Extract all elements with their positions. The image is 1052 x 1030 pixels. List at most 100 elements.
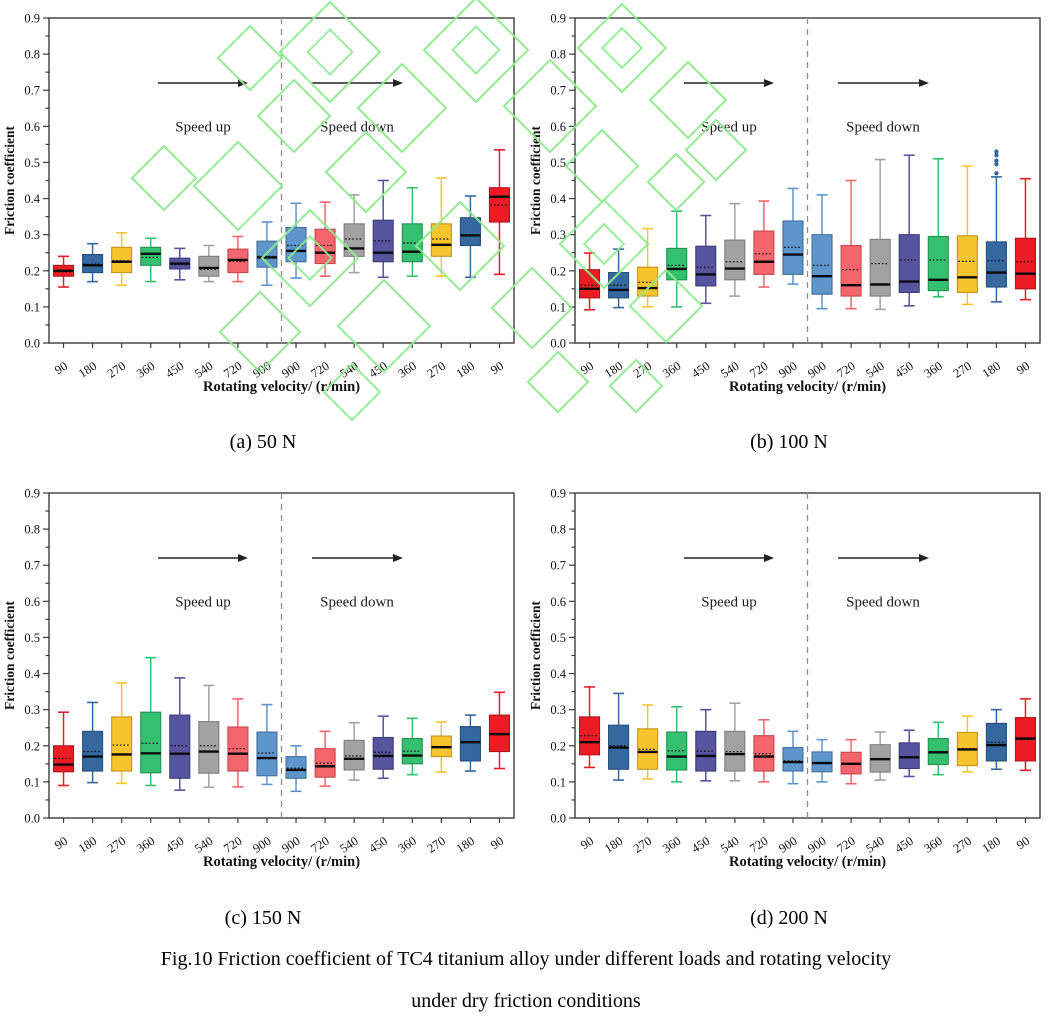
x-tick-label: 720 xyxy=(308,359,331,381)
y-tick-label: 0.5 xyxy=(550,156,566,170)
subcaption-c: (c) 150 N xyxy=(224,907,302,929)
box-plot-6-720rpm xyxy=(753,200,775,288)
x-tick-label: 360 xyxy=(134,834,157,856)
box-plot-9-720rpm xyxy=(840,738,862,785)
x-tick-label: 270 xyxy=(631,834,654,856)
box-plot-1-180rpm xyxy=(608,692,630,781)
x-tick-label: 90 xyxy=(578,834,596,853)
subcaption-d: (d) 200 N xyxy=(750,907,828,929)
box-plot-14-180rpm xyxy=(459,195,481,279)
x-tick-label: 270 xyxy=(951,359,974,381)
x-tick-label: 450 xyxy=(893,834,916,856)
box-plot-3-360rpm xyxy=(140,237,162,283)
box-plot-7-900rpm xyxy=(782,730,804,785)
x-tick-label: 540 xyxy=(863,359,886,381)
x-tick-label: 360 xyxy=(660,834,683,856)
y-tick-label: 0.8 xyxy=(24,48,40,62)
y-tick-label: 0.7 xyxy=(24,84,40,98)
x-tick-label: 360 xyxy=(922,359,945,381)
y-tick-label: 0.8 xyxy=(550,523,566,537)
x-tick-label: 450 xyxy=(689,359,712,381)
y-tick-label: 0.7 xyxy=(24,559,40,573)
x-tick-label: 540 xyxy=(863,834,886,856)
y-tick-label: 0.4 xyxy=(24,192,40,206)
panel-c-chart: 0.0 0.1 0.2 0.3 0.4 0.5 0.6 0.7 0.8 0.9 90 180 270 36… xyxy=(2,487,515,870)
outlier-point xyxy=(994,162,999,167)
box-plot-5-540rpm xyxy=(198,244,220,283)
y-tick-label: 0.9 xyxy=(24,487,40,501)
x-tick-label: 270 xyxy=(425,359,448,381)
x-tick-label: 720 xyxy=(308,834,331,856)
x-axis-title: Rotating velocity/ (r/min) xyxy=(203,854,360,870)
x-tick-label: 450 xyxy=(367,834,390,856)
axes: 0.0 0.1 0.2 0.3 0.4 0.5 0.6 0.7 0.8 0.9 90 180 270 36… xyxy=(528,12,1041,395)
box-plot-4-450rpm xyxy=(695,214,717,305)
box-plot-10-540rpm xyxy=(343,194,365,274)
x-tick-label: 180 xyxy=(602,359,625,381)
box-plot-2-270rpm xyxy=(637,704,659,780)
x-tick-label: 900 xyxy=(805,834,828,856)
box-plot-8-900rpm xyxy=(811,194,833,310)
box-plot-3-360rpm xyxy=(140,656,162,787)
x-tick-label: 180 xyxy=(980,834,1003,856)
box-plot-0-90rpm xyxy=(52,255,75,288)
y-tick-label: 0.1 xyxy=(550,300,566,314)
x-tick-label: 270 xyxy=(631,359,654,381)
outlier-point xyxy=(994,153,999,158)
box-plot-6-720rpm xyxy=(227,698,249,788)
box-plot-6-720rpm xyxy=(227,235,249,283)
x-tick-label: 900 xyxy=(279,359,302,381)
x-tick-label: 900 xyxy=(250,359,273,381)
x-tick-label: 270 xyxy=(105,359,128,381)
x-tick-label: 90 xyxy=(52,359,70,378)
box-plot-3-360rpm xyxy=(666,210,688,308)
x-tick-label: 450 xyxy=(689,834,712,856)
box-plot-1-180rpm xyxy=(82,242,104,283)
y-tick-label: 0.2 xyxy=(24,739,40,753)
x-tick-label: 720 xyxy=(221,834,244,856)
y-tick-label: 0.6 xyxy=(24,595,40,609)
x-tick-label: 540 xyxy=(718,359,741,381)
x-tick-label: 360 xyxy=(922,834,945,856)
box-plot-0-90rpm xyxy=(578,252,601,311)
axes: 0.0 0.1 0.2 0.3 0.4 0.5 0.6 0.7 0.8 0.9 90 180 270 36… xyxy=(2,487,515,870)
outlier-point xyxy=(994,158,999,163)
x-tick-label: 180 xyxy=(454,359,477,381)
box-plot-15-90rpm xyxy=(1014,698,1037,772)
y-tick-label: 0.1 xyxy=(24,775,40,789)
x-tick-label: 540 xyxy=(192,834,215,856)
figure-caption-line1: Fig.10 Friction coefficient of TC4 titan… xyxy=(160,948,892,970)
x-tick-label: 90 xyxy=(578,359,596,378)
x-axis-title: Rotating velocity/ (r/min) xyxy=(729,379,886,395)
y-axis-title: Friction coefficient xyxy=(528,125,543,235)
x-tick-label: 90 xyxy=(1014,834,1032,853)
y-tick-label: 0.1 xyxy=(24,300,40,314)
x-tick-label: 450 xyxy=(163,359,186,381)
box-plot-2-270rpm xyxy=(111,682,133,785)
x-tick-label: 450 xyxy=(367,359,390,381)
x-tick-label: 900 xyxy=(776,834,799,856)
subcaption-b: (b) 100 N xyxy=(750,431,828,453)
x-tick-label: 90 xyxy=(1014,359,1032,378)
y-tick-label: 0.3 xyxy=(24,703,40,717)
x-tick-label: 450 xyxy=(893,359,916,381)
panel-b: 0.0 0.1 0.2 0.3 0.4 0.5 0.6 0.7 0.8 0.9 90 180 270 36… xyxy=(526,0,1052,445)
box-plot-11-450rpm xyxy=(898,154,920,307)
box-plot-10-540rpm xyxy=(869,158,891,311)
speed-down-label: Speed down xyxy=(846,594,920,610)
box-plot-8-900rpm xyxy=(811,738,833,783)
x-tick-label: 180 xyxy=(454,834,477,856)
y-tick-label: 0.8 xyxy=(24,523,40,537)
x-tick-label: 180 xyxy=(980,359,1003,381)
y-tick-label: 0.4 xyxy=(550,667,566,681)
box-plot-13-270rpm xyxy=(430,177,452,277)
y-tick-label: 0.0 xyxy=(550,337,566,351)
y-tick-label: 0.8 xyxy=(550,48,566,62)
y-tick-label: 0.1 xyxy=(550,775,566,789)
box-plot-14-180rpm xyxy=(985,708,1007,771)
box-plot-6-720rpm xyxy=(753,718,775,783)
x-tick-label: 90 xyxy=(488,359,506,378)
speed-down-label: Speed down xyxy=(320,594,394,610)
x-tick-label: 180 xyxy=(76,359,99,381)
